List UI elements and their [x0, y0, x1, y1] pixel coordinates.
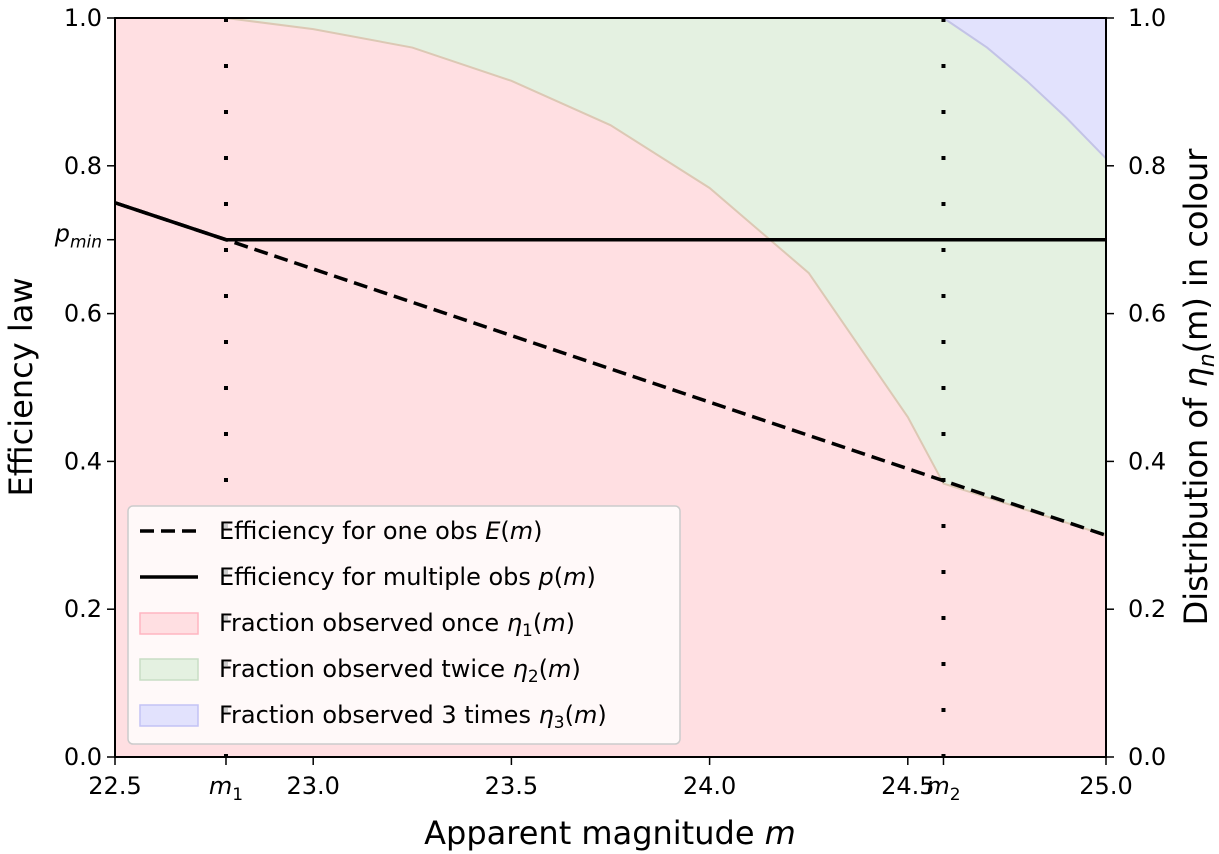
legend: Efficiency for one obs E(m) Efficiency fo…: [127, 505, 681, 745]
right-y-tick-label: 0.8: [1128, 152, 1166, 180]
efficiency-lines: [114, 201, 1107, 537]
left-y-tick-label: 0.4: [64, 447, 102, 475]
x-tick-label: 23.0: [286, 772, 339, 800]
legend-patch-5: [139, 704, 199, 727]
legend-label-4: Fraction observed twice η2(m): [219, 655, 581, 687]
x-tick-label-special: m2: [926, 772, 960, 805]
legend-patch-4: [139, 658, 199, 681]
x-tick-label: 25.0: [1079, 772, 1132, 800]
x-axis-title: Apparent magnitude m: [424, 814, 796, 852]
legend-label-3: Fraction observed once η1(m): [219, 609, 575, 641]
left-y-axis-title: Efficiency law: [2, 278, 40, 497]
legend-label-1: Efficiency for one obs E(m): [219, 517, 543, 545]
boundary-twice-three: [942, 17, 1107, 160]
x-tick-label-special: m1: [209, 772, 243, 805]
right-y-tick-label: 0.6: [1128, 300, 1166, 328]
region-observed-twice: [225, 18, 1106, 536]
series-line-multiple-obs: [114, 201, 1106, 242]
left-y-tick-label: 0.8: [64, 152, 102, 180]
right-y-axis-title: Distribution of ηn(m) in colour: [1177, 148, 1219, 626]
left-y-tick-label: 0.0: [64, 743, 102, 771]
x-tick-label: 24.5: [881, 772, 934, 800]
x-tick-label: 23.5: [485, 772, 538, 800]
right-y-tick-label: 0.0: [1128, 743, 1166, 771]
legend-box: [127, 505, 681, 745]
left-y-tick-label: 0.2: [64, 595, 102, 623]
x-tick-label: 24.0: [683, 772, 736, 800]
right-y-tick-label: 0.2: [1128, 595, 1166, 623]
reference-vertical-lines: [223, 18, 946, 757]
boundary-once-twice: [225, 17, 1107, 537]
legend-label-5: Fraction observed 3 times η3(m): [219, 701, 607, 733]
left-y-tick-label: 1.0: [64, 4, 102, 32]
axis-ticks: 22.5 23.0 23.5 24.0 24.5 25.0 m1 m2 0.0 0.0 0.2 0.2…: [54, 4, 1166, 805]
right-y-tick-label: 1.0: [1128, 4, 1166, 32]
right-y-tick-label: 0.4: [1128, 447, 1166, 475]
left-y-tick-label: 0.6: [64, 300, 102, 328]
x-tick-label: 22.5: [88, 772, 141, 800]
plot-frame: [114, 17, 1107, 758]
left-y-tick-label-special: pmin: [54, 220, 102, 253]
legend-patch-3: [139, 612, 199, 635]
region-observed-three-times: [943, 18, 1106, 159]
legend-label-2: Efficiency for multiple obs p(m): [219, 563, 596, 591]
